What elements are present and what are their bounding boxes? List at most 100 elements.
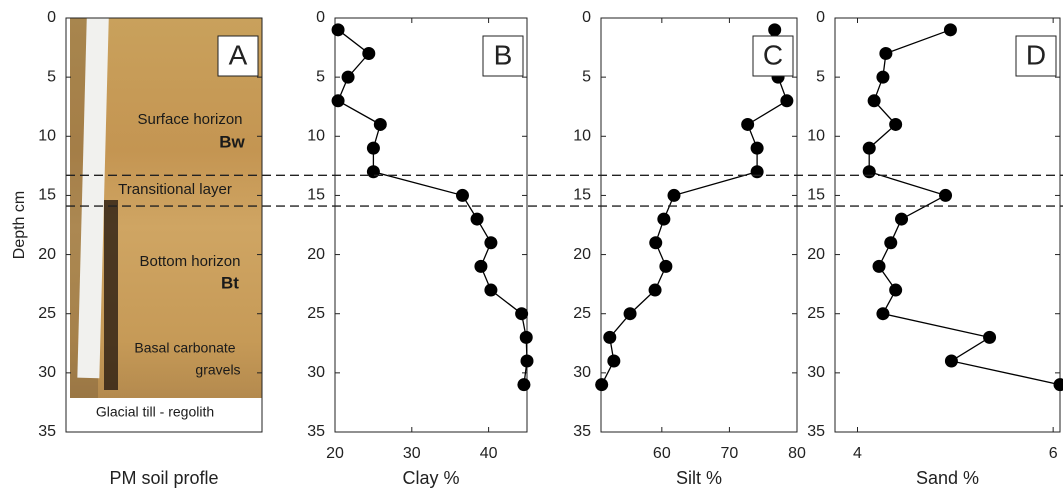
annotation: Bt (221, 273, 239, 292)
annotation: Basal carbonate (134, 340, 235, 356)
data-point (876, 307, 890, 321)
data-point (607, 354, 621, 368)
data-point (867, 94, 881, 108)
data-point (331, 23, 345, 37)
y-tick-label: 10 (807, 128, 825, 145)
data-point (520, 354, 534, 368)
data-point (1053, 378, 1063, 392)
data-point (879, 46, 893, 60)
data-point (943, 23, 957, 37)
data-point (862, 141, 876, 155)
y-tick-label: 5 (816, 68, 825, 85)
data-point (750, 141, 764, 155)
annotation: Glacial till - regolith (96, 404, 214, 420)
annotation: gravels (195, 362, 240, 378)
annotation: Surface horizon (137, 111, 242, 128)
x-tick-label: 20 (326, 445, 344, 462)
panel-label-box (482, 35, 524, 77)
data-point (872, 259, 886, 273)
y-tick-label: 0 (47, 9, 56, 26)
x-tick-label: 70 (721, 445, 739, 462)
data-point (862, 165, 876, 179)
data-point (649, 236, 663, 250)
data-point (983, 330, 997, 344)
x-tick-label: 6 (1049, 445, 1058, 462)
soil-photo (70, 17, 262, 398)
x-axis-label: Clay % (402, 468, 459, 488)
x-axis-label: PM soil profle (109, 468, 218, 488)
data-point (331, 94, 345, 108)
panel-label-box (1015, 35, 1057, 77)
data-point (750, 165, 764, 179)
x-axis-label: Sand % (916, 468, 979, 488)
data-point (939, 188, 953, 202)
y-tick-label: 20 (38, 246, 56, 263)
panel-label: A (229, 39, 248, 70)
data-point (876, 70, 890, 84)
data-point (667, 188, 681, 202)
plot-frame (65, 17, 263, 433)
data-point (362, 46, 376, 60)
data-point (884, 236, 898, 250)
x-axis-label: Silt % (676, 468, 722, 488)
y-tick-label: 25 (38, 305, 56, 322)
y-tick-label: 15 (307, 187, 325, 204)
data-point (741, 117, 755, 131)
x-tick-label: 4 (853, 445, 862, 462)
data-point (780, 94, 794, 108)
x-tick-label: 30 (403, 445, 421, 462)
data-point (895, 212, 909, 226)
y-tick-label: 25 (307, 305, 325, 322)
y-tick-label: 25 (807, 305, 825, 322)
data-point (470, 212, 484, 226)
y-tick-label: 15 (807, 187, 825, 204)
data-point (517, 378, 531, 392)
data-point (889, 117, 903, 131)
y-tick-label: 10 (38, 128, 56, 145)
y-tick-label: 15 (38, 187, 56, 204)
y-tick-label: 0 (816, 9, 825, 26)
y-tick-label: 25 (573, 305, 591, 322)
panel-label: B (494, 39, 513, 70)
data-point (515, 307, 529, 321)
y-tick-label: 30 (807, 364, 825, 381)
data-point (373, 117, 387, 131)
panel-label: C (763, 39, 783, 70)
annotation: Bw (219, 132, 245, 151)
data-point (474, 259, 488, 273)
y-tick-label: 20 (573, 246, 591, 263)
profile-line (868, 29, 1061, 386)
data-point (603, 330, 617, 344)
data-point (768, 23, 782, 37)
plot-frame (834, 17, 1061, 433)
y-axis-label: Depth cm (11, 191, 28, 259)
y-tick-label: 30 (307, 364, 325, 381)
x-tick-label: 80 (788, 445, 806, 462)
y-tick-label: 0 (582, 9, 591, 26)
x-tick-label: 60 (653, 445, 671, 462)
annotation: Transitional layer (118, 181, 232, 198)
x-tick-label: 40 (480, 445, 498, 462)
annotation: Bottom horizon (140, 253, 241, 270)
y-tick-label: 30 (38, 364, 56, 381)
data-point (944, 354, 958, 368)
data-point (648, 283, 662, 297)
data-point (341, 70, 355, 84)
profile-line (601, 29, 788, 385)
data-point (889, 283, 903, 297)
y-tick-label: 5 (316, 68, 325, 85)
data-point (484, 236, 498, 250)
panel-label: D (1026, 39, 1046, 70)
panel-label-box (752, 35, 794, 77)
data-point (455, 188, 469, 202)
data-point (595, 378, 609, 392)
y-tick-label: 35 (573, 423, 591, 440)
data-point (657, 212, 671, 226)
data-point (659, 259, 673, 273)
y-tick-label: 35 (807, 423, 825, 440)
y-tick-label: 35 (38, 423, 56, 440)
data-point (484, 283, 498, 297)
y-tick-label: 15 (573, 187, 591, 204)
